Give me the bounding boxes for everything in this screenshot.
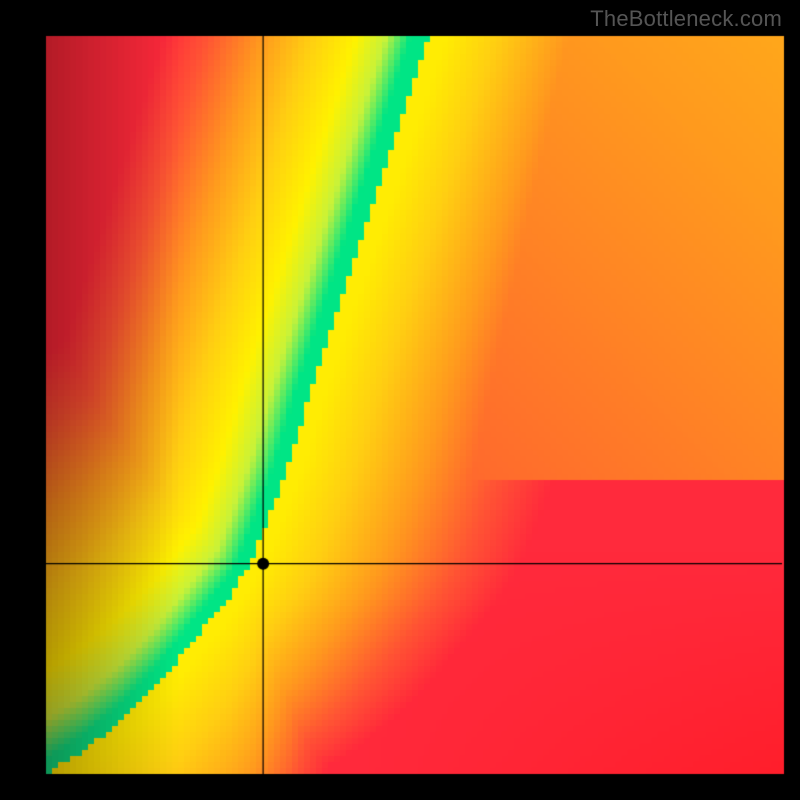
heatmap-canvas (0, 0, 800, 800)
watermark-text: TheBottleneck.com (590, 6, 782, 32)
chart-container: TheBottleneck.com (0, 0, 800, 800)
